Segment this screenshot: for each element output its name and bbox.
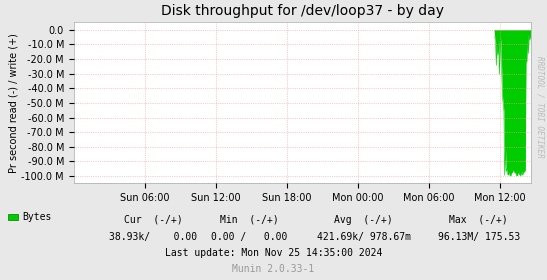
Text: Munin 2.0.33-1: Munin 2.0.33-1 <box>232 264 315 274</box>
Title: Disk throughput for /dev/loop37 - by day: Disk throughput for /dev/loop37 - by day <box>161 4 444 18</box>
Text: 421.69k/ 978.67m: 421.69k/ 978.67m <box>317 232 411 242</box>
Text: Cur  (-/+): Cur (-/+) <box>124 215 183 225</box>
Text: Last update: Mon Nov 25 14:35:00 2024: Last update: Mon Nov 25 14:35:00 2024 <box>165 248 382 258</box>
Text: Avg  (-/+): Avg (-/+) <box>334 215 393 225</box>
Text: Bytes: Bytes <box>22 212 52 222</box>
Text: Max  (-/+): Max (-/+) <box>449 215 508 225</box>
Text: 0.00 /   0.00: 0.00 / 0.00 <box>211 232 287 242</box>
Y-axis label: Pr second read (-) / write (+): Pr second read (-) / write (+) <box>9 33 19 173</box>
Text: Min  (-/+): Min (-/+) <box>219 215 278 225</box>
Text: 96.13M/ 175.53: 96.13M/ 175.53 <box>438 232 520 242</box>
Text: 38.93k/    0.00: 38.93k/ 0.00 <box>109 232 197 242</box>
Text: RRDTOOL / TOBI OETIKER: RRDTOOL / TOBI OETIKER <box>536 55 544 157</box>
